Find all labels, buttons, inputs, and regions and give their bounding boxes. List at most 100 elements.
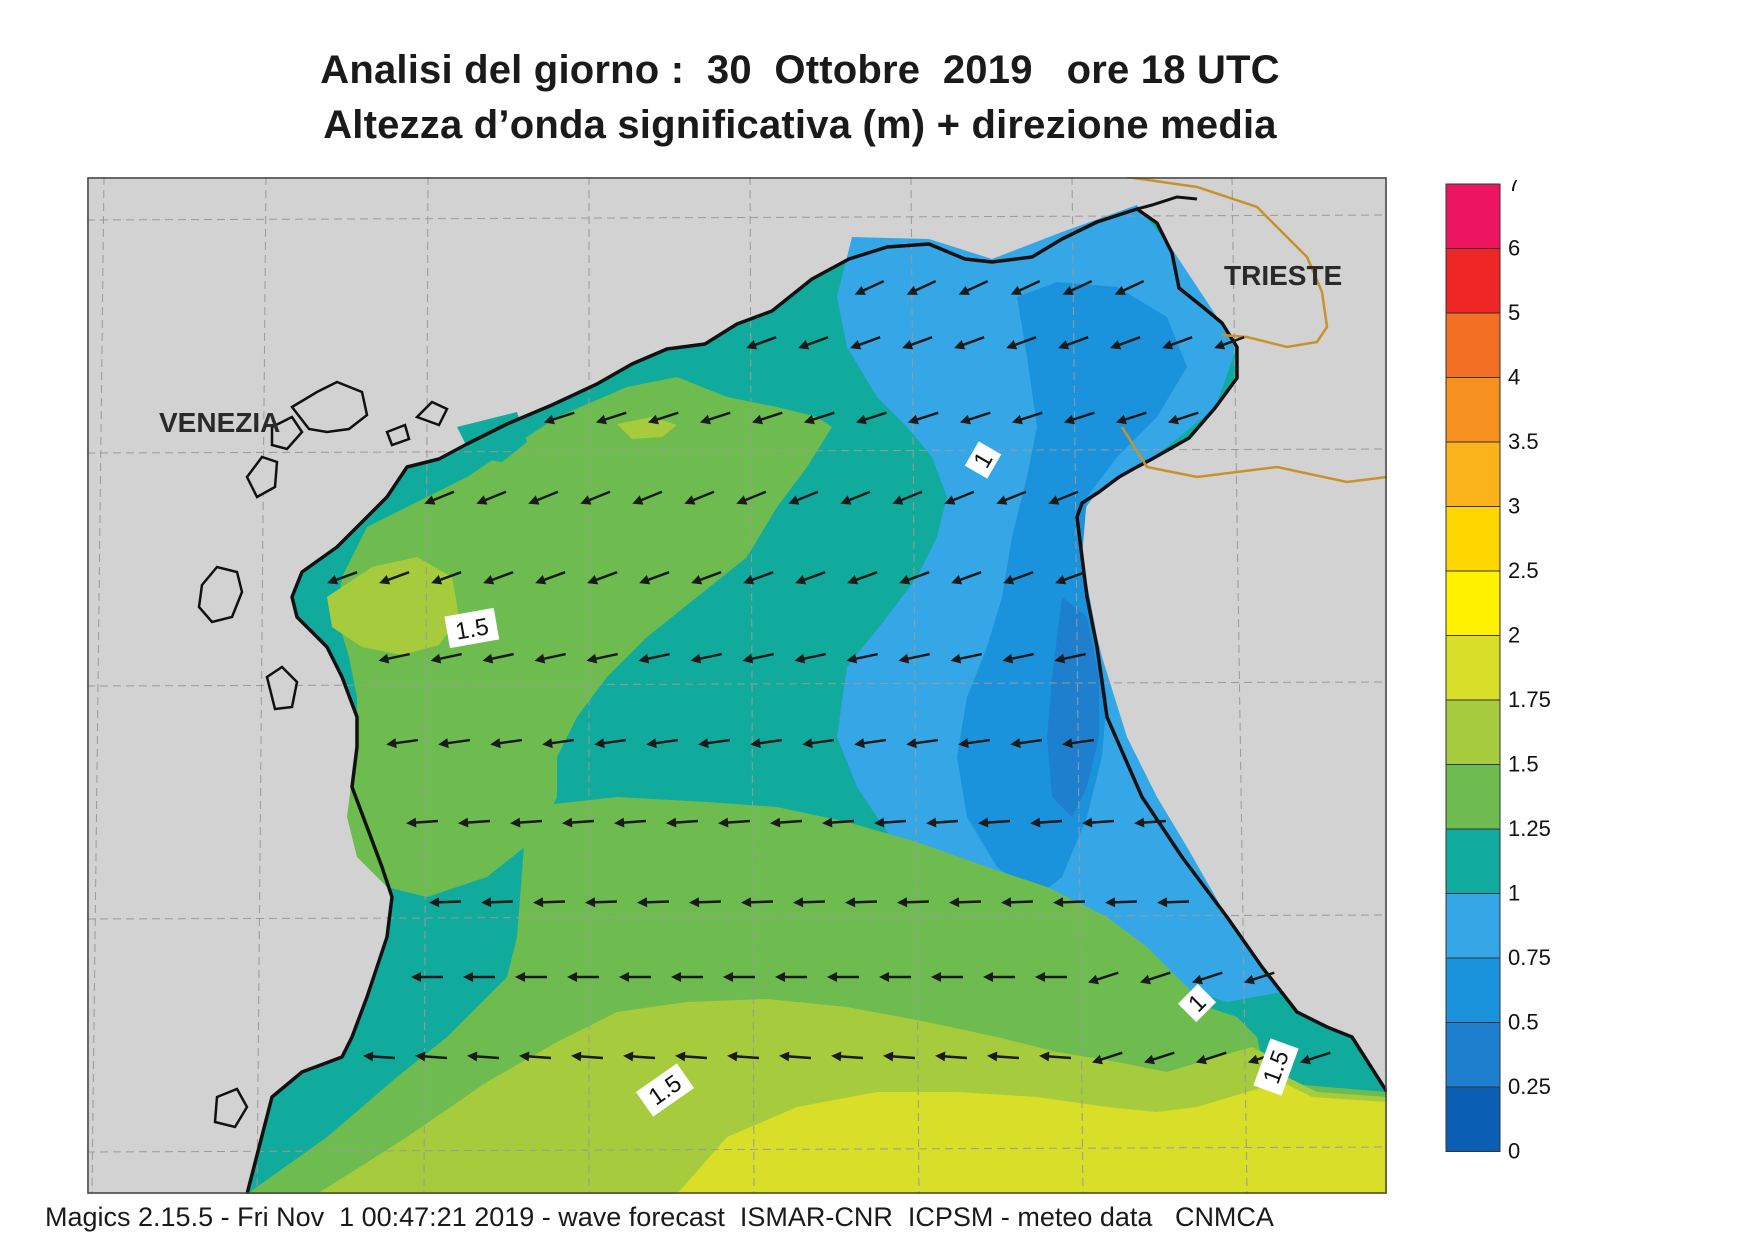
direction-arrow bbox=[874, 817, 907, 828]
direction-arrow bbox=[906, 738, 939, 749]
wave-height-map: VENEZIA TRIESTE 1.5 1 1 1.5 1.5 bbox=[87, 177, 1387, 1194]
direction-arrow bbox=[689, 897, 722, 908]
direction-arrow bbox=[1105, 897, 1138, 908]
direction-arrow bbox=[1053, 897, 1086, 908]
direction-arrow bbox=[379, 571, 410, 585]
direction-arrow bbox=[1058, 336, 1089, 350]
direction-arrow bbox=[854, 738, 887, 749]
direction-arrow bbox=[623, 1051, 656, 1062]
direction-arrow bbox=[411, 972, 443, 982]
contour-1.5-1.75-patch-2 bbox=[617, 417, 677, 439]
legend-tick-label: 4 bbox=[1508, 365, 1520, 390]
direction-arrow bbox=[587, 571, 618, 585]
direction-arrow bbox=[793, 897, 826, 908]
legend-swatch bbox=[1445, 957, 1501, 1023]
legend-tick-label: 1 bbox=[1508, 881, 1520, 906]
direction-arrow bbox=[595, 411, 627, 425]
direction-arrow bbox=[958, 279, 989, 295]
legend-swatch bbox=[1445, 699, 1501, 765]
legend-swatch bbox=[1445, 764, 1501, 830]
direction-arrow bbox=[1002, 652, 1034, 664]
legend-tick-label: 1.25 bbox=[1508, 816, 1551, 841]
direction-arrow bbox=[406, 817, 439, 828]
direction-arrow bbox=[840, 490, 871, 505]
direction-arrow bbox=[429, 897, 462, 908]
direction-arrow bbox=[699, 411, 731, 425]
legend-swatch bbox=[1445, 312, 1501, 378]
direction-arrow bbox=[476, 490, 507, 505]
direction-arrow bbox=[646, 738, 679, 749]
direction-arrow bbox=[515, 972, 547, 982]
direction-arrow bbox=[1139, 971, 1171, 985]
direction-arrow bbox=[944, 490, 975, 505]
direction-arrow bbox=[327, 571, 358, 585]
direction-arrow bbox=[675, 1051, 708, 1062]
direction-arrow bbox=[519, 1051, 552, 1062]
direction-arrow bbox=[987, 1051, 1020, 1062]
legend-tick-label: 7 bbox=[1508, 180, 1520, 196]
direction-arrow bbox=[533, 897, 566, 908]
direction-arrow bbox=[827, 972, 859, 982]
lat-lon-grid bbox=[87, 177, 1387, 1194]
legend-swatch bbox=[1445, 635, 1501, 701]
direction-arrow bbox=[1039, 1051, 1072, 1062]
direction-arrow bbox=[1087, 971, 1119, 985]
legend-swatch bbox=[1445, 248, 1501, 314]
direction-arrow bbox=[897, 897, 930, 908]
direction-arrow bbox=[926, 817, 959, 828]
direction-arrow bbox=[1010, 279, 1041, 295]
direction-arrow bbox=[996, 490, 1027, 505]
direction-arrow bbox=[1062, 279, 1093, 295]
legend-tick-label: 6 bbox=[1508, 236, 1520, 261]
direction-arrow bbox=[1143, 1051, 1175, 1065]
direction-arrow bbox=[1299, 1051, 1331, 1065]
direction-arrow bbox=[803, 411, 835, 425]
direction-arrow bbox=[775, 972, 807, 982]
legend-tick-label: 0.75 bbox=[1508, 945, 1551, 970]
legend-tick-label: 5 bbox=[1508, 300, 1520, 325]
direction-arrow bbox=[983, 972, 1015, 982]
direction-arrow bbox=[647, 411, 679, 425]
direction-arrow bbox=[751, 411, 783, 425]
contour-1.75-2-south bbox=[677, 1082, 1387, 1194]
direction-arrow bbox=[463, 972, 495, 982]
direction-arrow bbox=[638, 652, 670, 664]
legend-swatch bbox=[1445, 1022, 1501, 1088]
direction-arrow bbox=[1006, 336, 1037, 350]
legend-tick-label: 3 bbox=[1508, 494, 1520, 519]
city-label-trieste: TRIESTE bbox=[1224, 260, 1342, 291]
direction-arrow bbox=[1035, 972, 1067, 982]
direction-arrow bbox=[779, 1051, 812, 1062]
legend-swatch bbox=[1445, 183, 1501, 249]
direction-arrow bbox=[637, 897, 670, 908]
direction-arrow bbox=[1167, 411, 1199, 425]
direction-arrow bbox=[931, 972, 963, 982]
direction-arrow bbox=[898, 652, 930, 664]
direction-arrow bbox=[378, 652, 410, 664]
direction-arrow bbox=[1003, 571, 1034, 585]
direction-arrow bbox=[736, 490, 767, 505]
coastline bbox=[245, 207, 1387, 1194]
direction-arrow bbox=[542, 738, 575, 749]
direction-arrow bbox=[741, 897, 774, 908]
direction-arrow bbox=[746, 336, 777, 350]
direction-arrow bbox=[958, 738, 991, 749]
direction-arrow bbox=[845, 897, 878, 908]
direction-arrow bbox=[586, 652, 618, 664]
legend-tick-label: 0.25 bbox=[1508, 1074, 1551, 1099]
direction-arrow bbox=[632, 490, 663, 505]
direction-arrow bbox=[424, 490, 455, 505]
direction-arrow bbox=[1054, 652, 1086, 664]
direction-arrow bbox=[619, 972, 651, 982]
contour-label-1-south: 1 bbox=[1177, 983, 1217, 1023]
legend-swatch bbox=[1445, 377, 1501, 443]
legend-tick-label: 1.75 bbox=[1508, 687, 1551, 712]
direction-arrow bbox=[571, 1051, 604, 1062]
direction-arrow bbox=[883, 1051, 916, 1062]
direction-arrow bbox=[594, 738, 627, 749]
legend-tick-label: 2 bbox=[1508, 623, 1520, 648]
direction-arrow bbox=[1001, 897, 1034, 908]
direction-arrow bbox=[831, 1051, 864, 1062]
direction-arrow bbox=[386, 738, 419, 749]
contour-label-1.5-west: 1.5 bbox=[444, 607, 500, 649]
